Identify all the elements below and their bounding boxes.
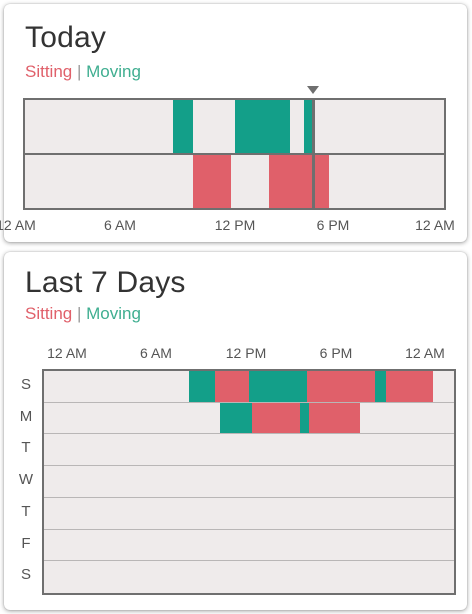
day-row-divider (44, 496, 454, 498)
legend-sitting: Sitting (25, 304, 73, 323)
time-axis-label: 12 PM (214, 217, 256, 233)
day-label: S (20, 566, 31, 584)
today-title: Today (25, 21, 107, 54)
time-axis-label: 6 AM (140, 345, 172, 361)
sitting-segment (252, 402, 301, 434)
today-card: Today Sitting | Moving 12 AM 6 AM 12 PM 6 P… (0, 4, 467, 242)
day-label: W (18, 471, 34, 489)
legend-separator: | (76, 62, 82, 81)
moving-segment (189, 371, 215, 402)
sitting-segment (307, 371, 376, 402)
legend-moving: Moving (86, 304, 141, 323)
week-title: Last 7 Days (25, 266, 186, 299)
moving-segment (173, 100, 193, 153)
day-label: F (21, 534, 31, 552)
legend-moving: Moving (86, 62, 141, 81)
legend-separator: | (76, 304, 82, 323)
time-axis-label: 6 PM (316, 217, 350, 233)
time-axis-label: 6 PM (319, 345, 353, 361)
moving-segment (219, 402, 253, 434)
week-timeline-chart[interactable] (42, 369, 456, 595)
day-row-divider (44, 433, 454, 435)
sitting-segment (192, 155, 231, 208)
moving-segment (249, 371, 308, 402)
day-row-divider (44, 465, 454, 467)
day-row-divider (44, 560, 454, 562)
time-axis-label: 12 AM (47, 345, 87, 361)
sitting-segment (385, 371, 434, 402)
week-card: Last 7 Days Sitting | Moving 12 AM 6 AM 12… (4, 252, 467, 610)
sitting-segment (214, 371, 249, 402)
legend-sitting: Sitting (25, 62, 73, 81)
moving-segment (234, 100, 291, 153)
moving-segment (375, 371, 386, 402)
moving-segment (304, 100, 314, 153)
time-axis-label: 12 AM (0, 217, 36, 233)
current-time-marker-icon (307, 86, 320, 94)
day-label: T (21, 502, 31, 520)
sitting-segment (308, 402, 361, 434)
time-axis-label: 12 AM (415, 217, 455, 233)
day-label: S (20, 376, 31, 393)
time-axis-label: 12 AM (405, 345, 445, 361)
moving-segment (300, 402, 309, 434)
current-time-line (312, 100, 316, 208)
sitting-segment (269, 155, 329, 208)
day-label: M (19, 407, 33, 425)
day-row-divider (44, 401, 454, 403)
today-row-divider (25, 153, 444, 155)
week-legend: Sitting | Moving (25, 304, 141, 324)
today-legend: Sitting | Moving (25, 62, 141, 82)
time-axis-label: 6 AM (104, 217, 136, 233)
day-row-divider (44, 528, 454, 530)
time-axis-label: 12 PM (225, 345, 267, 361)
day-label: T (21, 439, 31, 457)
today-timeline-chart[interactable] (23, 98, 446, 210)
